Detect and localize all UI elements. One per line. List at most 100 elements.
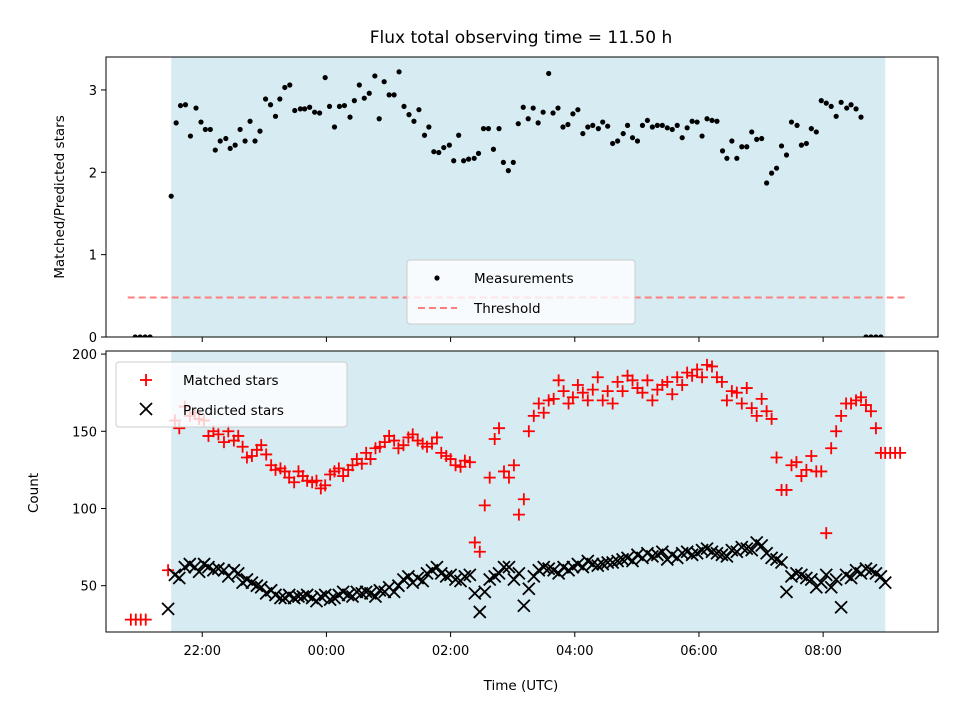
matched-stars-point <box>319 479 332 492</box>
matched-stars-point <box>566 391 579 404</box>
matched-stars-point <box>557 385 570 398</box>
matched-stars-point <box>845 397 858 410</box>
measurements-point <box>416 107 422 113</box>
measurements-point <box>272 113 279 119</box>
measurements-point <box>600 119 606 125</box>
matched-stars-point <box>240 451 253 464</box>
x-tick-label: 08:00 <box>804 644 841 659</box>
measurements-point <box>471 155 477 161</box>
axes-frame <box>105 350 939 633</box>
matched-stars-point <box>217 436 230 449</box>
measurements-point <box>347 114 353 120</box>
legend-matched-marker <box>140 374 152 386</box>
predicted-stars-point <box>655 545 669 559</box>
measurements-point <box>699 133 705 139</box>
measurements-point <box>282 84 288 91</box>
matched-stars-point <box>656 378 669 391</box>
measurements-point <box>242 138 248 144</box>
measurements-point <box>525 116 531 122</box>
measurements-point <box>873 334 879 337</box>
measurements-point <box>590 122 596 128</box>
measurements-point <box>431 149 437 155</box>
measurements-point <box>316 110 323 116</box>
predicted-stars-point <box>859 562 873 576</box>
matched-stars-point <box>740 382 753 395</box>
matched-stars-point <box>232 429 245 442</box>
matched-stars-point <box>666 388 679 401</box>
measurements-point <box>237 126 243 133</box>
matched-stars-point <box>278 465 291 478</box>
measurements-point <box>372 73 378 79</box>
predicted-stars-point <box>448 572 463 587</box>
measurements-point <box>466 156 472 162</box>
matched-stars-point <box>750 409 763 422</box>
measurements-point <box>520 104 526 110</box>
measurements-point <box>302 106 308 112</box>
measurements-point <box>714 118 720 124</box>
measurements-point <box>312 109 318 115</box>
measurements-point <box>560 124 566 130</box>
y-tick-label: 150 <box>72 425 97 440</box>
matched-stars-point <box>601 385 614 398</box>
predicted-stars-point <box>610 554 625 568</box>
matched-stars-point <box>869 422 882 435</box>
measurements-point <box>634 138 641 144</box>
predicted-stars-point <box>172 571 186 585</box>
matched-stars-point <box>378 436 391 449</box>
predicted-stars-point <box>537 560 551 574</box>
measurements-point <box>550 110 556 116</box>
measurements-point <box>262 96 269 102</box>
matched-stars-point <box>636 386 649 399</box>
x-tick-label: 06:00 <box>680 644 717 659</box>
matched-stars-point <box>671 371 684 384</box>
measurements-point <box>535 120 541 126</box>
measurements-point <box>182 102 189 108</box>
matched-stars-point <box>576 386 589 399</box>
measurements-point <box>565 121 571 128</box>
matched-stars-point <box>502 471 515 484</box>
measurements-point <box>689 118 695 124</box>
predicted-stars-point <box>231 566 245 580</box>
measurements-point <box>684 125 690 131</box>
measurements-point <box>679 135 685 141</box>
matched-stars-point <box>269 463 282 476</box>
matched-stars-point <box>522 425 535 438</box>
legend-measurements-marker <box>434 275 440 281</box>
y-tick-label: 100 <box>72 502 97 517</box>
matched-stars-point <box>725 385 738 398</box>
predicted-stars-point <box>685 548 699 562</box>
measurements-point <box>694 119 700 125</box>
y-tick-label: 3 <box>89 84 97 99</box>
matched-stars-point <box>735 397 748 410</box>
matched-stars-point <box>586 383 599 396</box>
measurements-point <box>823 100 829 106</box>
measurements-point <box>202 126 208 133</box>
matched-stars-point <box>686 369 699 382</box>
measurements-point <box>575 107 581 113</box>
measurements-point <box>659 122 665 128</box>
measurements-point <box>808 126 814 132</box>
matched-stars-point <box>571 378 584 391</box>
matched-stars-point <box>780 483 793 496</box>
predicted-stars-point <box>478 585 492 599</box>
measurements-point <box>505 168 511 174</box>
matched-stars-point <box>596 394 609 407</box>
measurements-point <box>510 159 516 166</box>
measurements-point <box>828 103 834 110</box>
matched-stars-point <box>162 564 175 577</box>
matched-stars-point <box>646 394 659 407</box>
y-tick-label: 200 <box>72 348 97 363</box>
measurements-point <box>187 133 194 139</box>
predicted-stars-point <box>512 566 526 580</box>
predicted-stars-point <box>542 562 556 576</box>
legend-top: Measurements Threshold <box>406 259 636 325</box>
matched-stars-point <box>517 493 530 506</box>
matched-stars-point <box>770 451 783 464</box>
predicted-stars-point <box>217 563 231 577</box>
matched-stars-point <box>606 397 619 410</box>
measurements-point <box>803 140 809 147</box>
measurements-point <box>212 147 218 153</box>
matched-stars-point <box>478 499 491 512</box>
measurements-point <box>759 135 765 142</box>
measurements-point <box>336 103 343 110</box>
